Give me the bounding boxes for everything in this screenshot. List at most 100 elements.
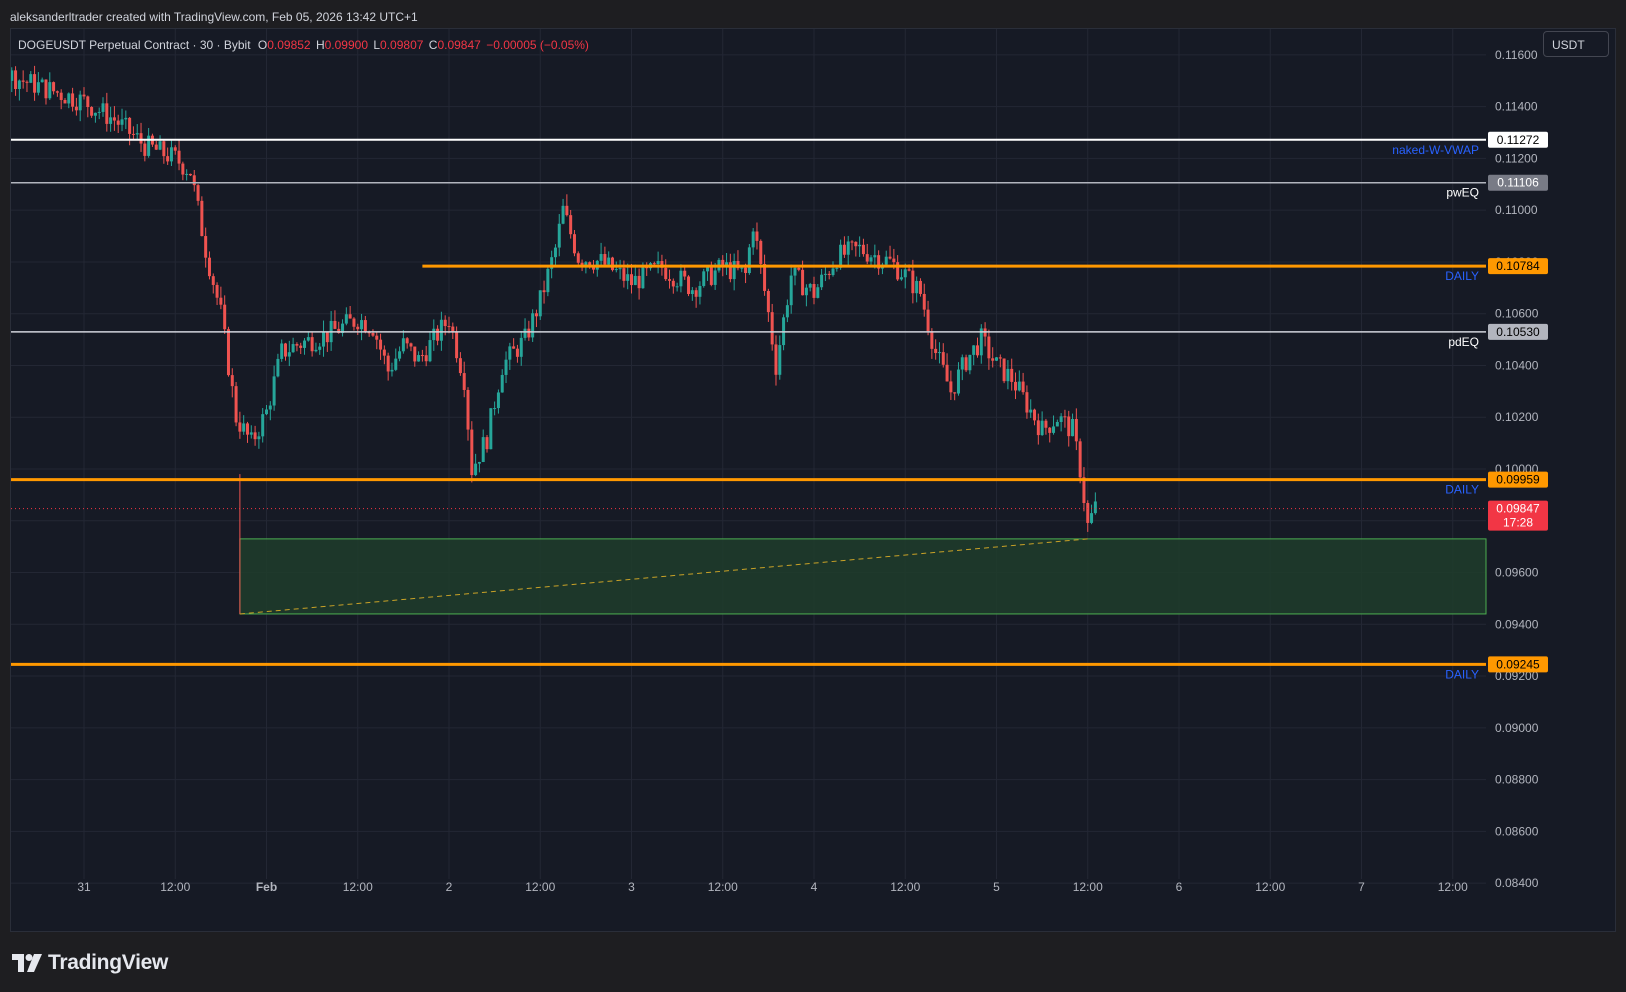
candle-body <box>261 414 265 437</box>
candle-body <box>204 236 208 258</box>
candle-body <box>831 268 835 276</box>
candle-body <box>702 271 706 286</box>
candle-body <box>97 111 101 113</box>
level-price-tag <box>1488 656 1548 673</box>
candle-body <box>82 94 86 97</box>
candle-body <box>903 269 907 278</box>
candle-body <box>230 375 234 387</box>
candle-body <box>728 262 732 280</box>
candle-body <box>899 277 903 280</box>
candle-body <box>162 141 166 157</box>
candle-body <box>451 326 455 332</box>
candle-body <box>1078 441 1082 478</box>
candle-body <box>424 355 428 362</box>
candle-body <box>67 93 71 104</box>
candle-body <box>147 135 151 156</box>
candle-body <box>143 143 147 156</box>
candle-body <box>405 338 409 344</box>
candle-body <box>299 345 303 348</box>
dashed-trendline <box>239 538 1088 615</box>
candle-body <box>538 290 542 317</box>
header-bar: aleksanderltrader created with TradingVi… <box>0 0 1626 28</box>
candle-body <box>55 91 59 93</box>
candle-body <box>40 79 44 83</box>
price-chart[interactable]: naked-W-VWAP pwEQ DAILY pdEQ DAILY DAILY 0.11… <box>11 29 1615 931</box>
tradingview-logo[interactable]: TradingView <box>12 950 168 976</box>
candle-body <box>268 405 272 410</box>
time-axis: 31 12:00 Feb 12:00 2 12:00 3 12:00 4 12:00 5 12:00 6… <box>77 880 1468 894</box>
candle-body <box>272 376 276 406</box>
candle-body <box>607 257 611 265</box>
level-price-tag-text: 0.11272 <box>1497 133 1540 147</box>
candle-body <box>215 284 219 298</box>
candle-body <box>1055 421 1059 427</box>
time-tick-label: 12:00 <box>890 880 920 894</box>
candle-body <box>420 355 424 357</box>
candle-body <box>1014 381 1018 391</box>
candle-body <box>816 287 820 298</box>
candle-body <box>721 259 725 267</box>
price-tick-label: 0.10600 <box>1495 307 1539 321</box>
candle-body <box>379 339 383 350</box>
price-tick-label: 0.09000 <box>1495 721 1539 735</box>
candle-body <box>1082 477 1086 504</box>
candle-body <box>211 276 215 285</box>
candle-body <box>827 273 831 276</box>
candle-body <box>363 320 367 333</box>
candle-body <box>303 340 307 348</box>
candle-body <box>998 357 1002 359</box>
price-tick-label: 0.09200 <box>1495 669 1539 683</box>
candle-body <box>371 333 375 336</box>
candle-body <box>71 93 75 107</box>
close-value: 0.09847 <box>437 38 481 52</box>
candle-body <box>865 254 869 262</box>
candle-body <box>861 244 865 255</box>
candle-body <box>869 257 873 262</box>
countdown-timer: 17:28 <box>1503 516 1533 530</box>
candle-body <box>778 345 782 375</box>
currency-button[interactable]: USDT <box>1543 31 1609 57</box>
candle-body <box>341 323 345 334</box>
candle-body <box>553 247 557 258</box>
candle-body <box>637 275 641 289</box>
candle-body <box>569 215 573 235</box>
candle-body <box>561 205 565 224</box>
chart-grid <box>11 29 1486 884</box>
candle-body <box>873 255 877 258</box>
candle-body <box>641 265 645 289</box>
candle-body <box>105 103 109 124</box>
candle-body <box>417 355 421 362</box>
candle-body <box>512 346 516 349</box>
candle-body <box>679 270 683 287</box>
price-tags-layer: 0.11272 0.11106 0.10784 0.10530 0.09959 0.092… <box>1488 131 1548 673</box>
candle-body <box>523 328 527 338</box>
candle-body <box>17 80 21 90</box>
candle-body <box>356 326 360 330</box>
candle-body <box>610 257 614 271</box>
candle-body <box>766 290 770 313</box>
change-value: −0.00005 (−0.05%) <box>486 38 589 52</box>
candle-body <box>1033 409 1037 421</box>
levels-layer: naked-W-VWAP pwEQ DAILY pdEQ DAILY DAILY <box>11 138 1486 681</box>
candle-body <box>1002 358 1006 382</box>
candle-body <box>169 147 173 162</box>
current-price-value: 0.09847 <box>1496 502 1540 516</box>
level-name-daily: DAILY <box>1445 483 1479 497</box>
demand-zone-layer <box>239 474 1487 615</box>
candle-body <box>367 332 371 334</box>
demand-zone <box>239 538 1487 615</box>
candle-body <box>622 268 626 281</box>
chart-area[interactable]: naked-W-VWAP pwEQ DAILY pdEQ DAILY DAILY 0.11… <box>10 28 1616 932</box>
candle-body <box>949 381 953 393</box>
candle-body <box>664 267 668 280</box>
level-name-pdeq: pdEQ <box>1448 335 1479 349</box>
candle-body <box>858 244 862 247</box>
candle-body <box>1021 381 1025 393</box>
candle-body <box>112 117 116 121</box>
candle-body <box>736 260 740 269</box>
time-tick-label: 12:00 <box>1438 880 1468 894</box>
candle-body <box>515 348 519 357</box>
candle-body <box>550 257 554 269</box>
price-tick-label: 0.08800 <box>1495 773 1539 787</box>
time-tick-label: 31 <box>77 880 91 894</box>
